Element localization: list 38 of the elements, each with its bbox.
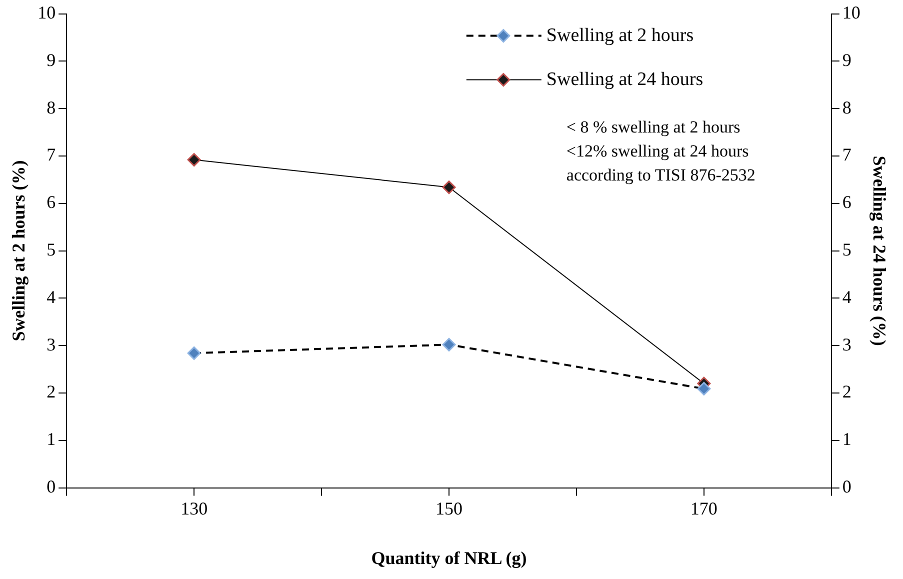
- point: [442, 338, 456, 352]
- y-tick-label: 5: [46, 240, 56, 260]
- y-tick-label: 1: [46, 429, 56, 450]
- y2-tick-label: 5: [842, 240, 852, 260]
- legend-label: Swelling at 2 hours: [546, 24, 694, 46]
- y-tick-label: 7: [46, 144, 56, 165]
- y-tick-label: 8: [46, 97, 56, 118]
- y2-tick-label: 6: [842, 192, 852, 212]
- y-tick-label: 9: [46, 50, 56, 70]
- point: [697, 382, 711, 396]
- y2-tick-label: 9: [842, 50, 852, 70]
- y-tick-label: 10: [38, 2, 56, 23]
- y2-tick-label: 2: [842, 382, 852, 402]
- annotation: <12% swelling at 24 hours: [566, 141, 749, 160]
- y2-tick-label: 8: [842, 97, 852, 118]
- x-tick-label: 130: [180, 498, 208, 518]
- y-tick-label: 4: [46, 286, 56, 307]
- y2-axis-title: Swelling at 24 hours (%): [870, 156, 890, 346]
- x-tick-label: 170: [690, 498, 718, 518]
- point: [442, 180, 456, 194]
- y2-tick-label: 10: [842, 2, 860, 23]
- y-tick-label: 2: [46, 382, 56, 402]
- annotation: < 8 % swelling at 2 hours: [566, 117, 740, 136]
- y2-tick-label: 4: [842, 286, 852, 307]
- x-axis-title: Quantity of NRL (g): [371, 548, 527, 568]
- y2-tick-label: 0: [842, 476, 852, 497]
- y-axis-title: Swelling at 2 hours (%): [8, 160, 28, 342]
- y-tick-label: 3: [46, 334, 56, 354]
- y2-tick-label: 7: [842, 144, 852, 165]
- point: [187, 346, 201, 360]
- y-tick-label: 0: [46, 476, 56, 497]
- annotation: according to TISI 876-2532: [566, 165, 756, 184]
- y-tick-label: 6: [46, 192, 56, 212]
- point: [187, 153, 201, 167]
- legend-label: Swelling at 24 hours: [546, 68, 704, 90]
- y2-tick-label: 3: [842, 334, 852, 354]
- y2-tick-label: 1: [842, 429, 852, 450]
- x-tick-label: 150: [436, 498, 462, 518]
